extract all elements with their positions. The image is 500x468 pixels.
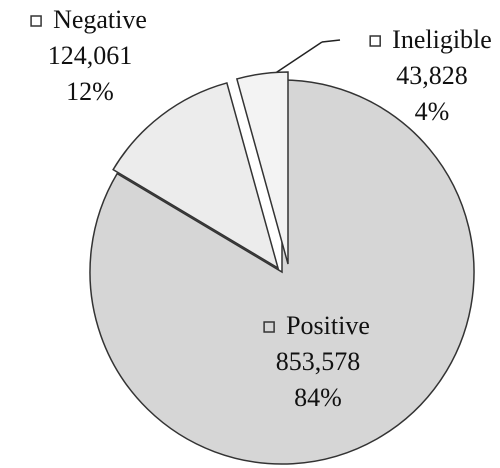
- value-label: 43,828: [396, 61, 468, 90]
- value-label: 124,061: [48, 41, 133, 70]
- pie-slice: [112, 82, 280, 270]
- pie-slice: [89, 79, 475, 465]
- value-label: 853,578: [276, 347, 361, 376]
- percent-label: 84%: [294, 383, 342, 412]
- percent-label: 4%: [415, 97, 450, 126]
- slice-label: Ineligible: [392, 25, 492, 54]
- leader-line: [321, 39, 341, 43]
- pie-slice: [235, 71, 289, 265]
- legend-icon: [263, 321, 275, 333]
- percent-label: 12%: [66, 77, 114, 106]
- slice-label: Positive: [286, 311, 370, 340]
- legend-icon: [369, 35, 381, 47]
- slice-label: Negative: [53, 5, 147, 34]
- legend-icon: [30, 15, 42, 27]
